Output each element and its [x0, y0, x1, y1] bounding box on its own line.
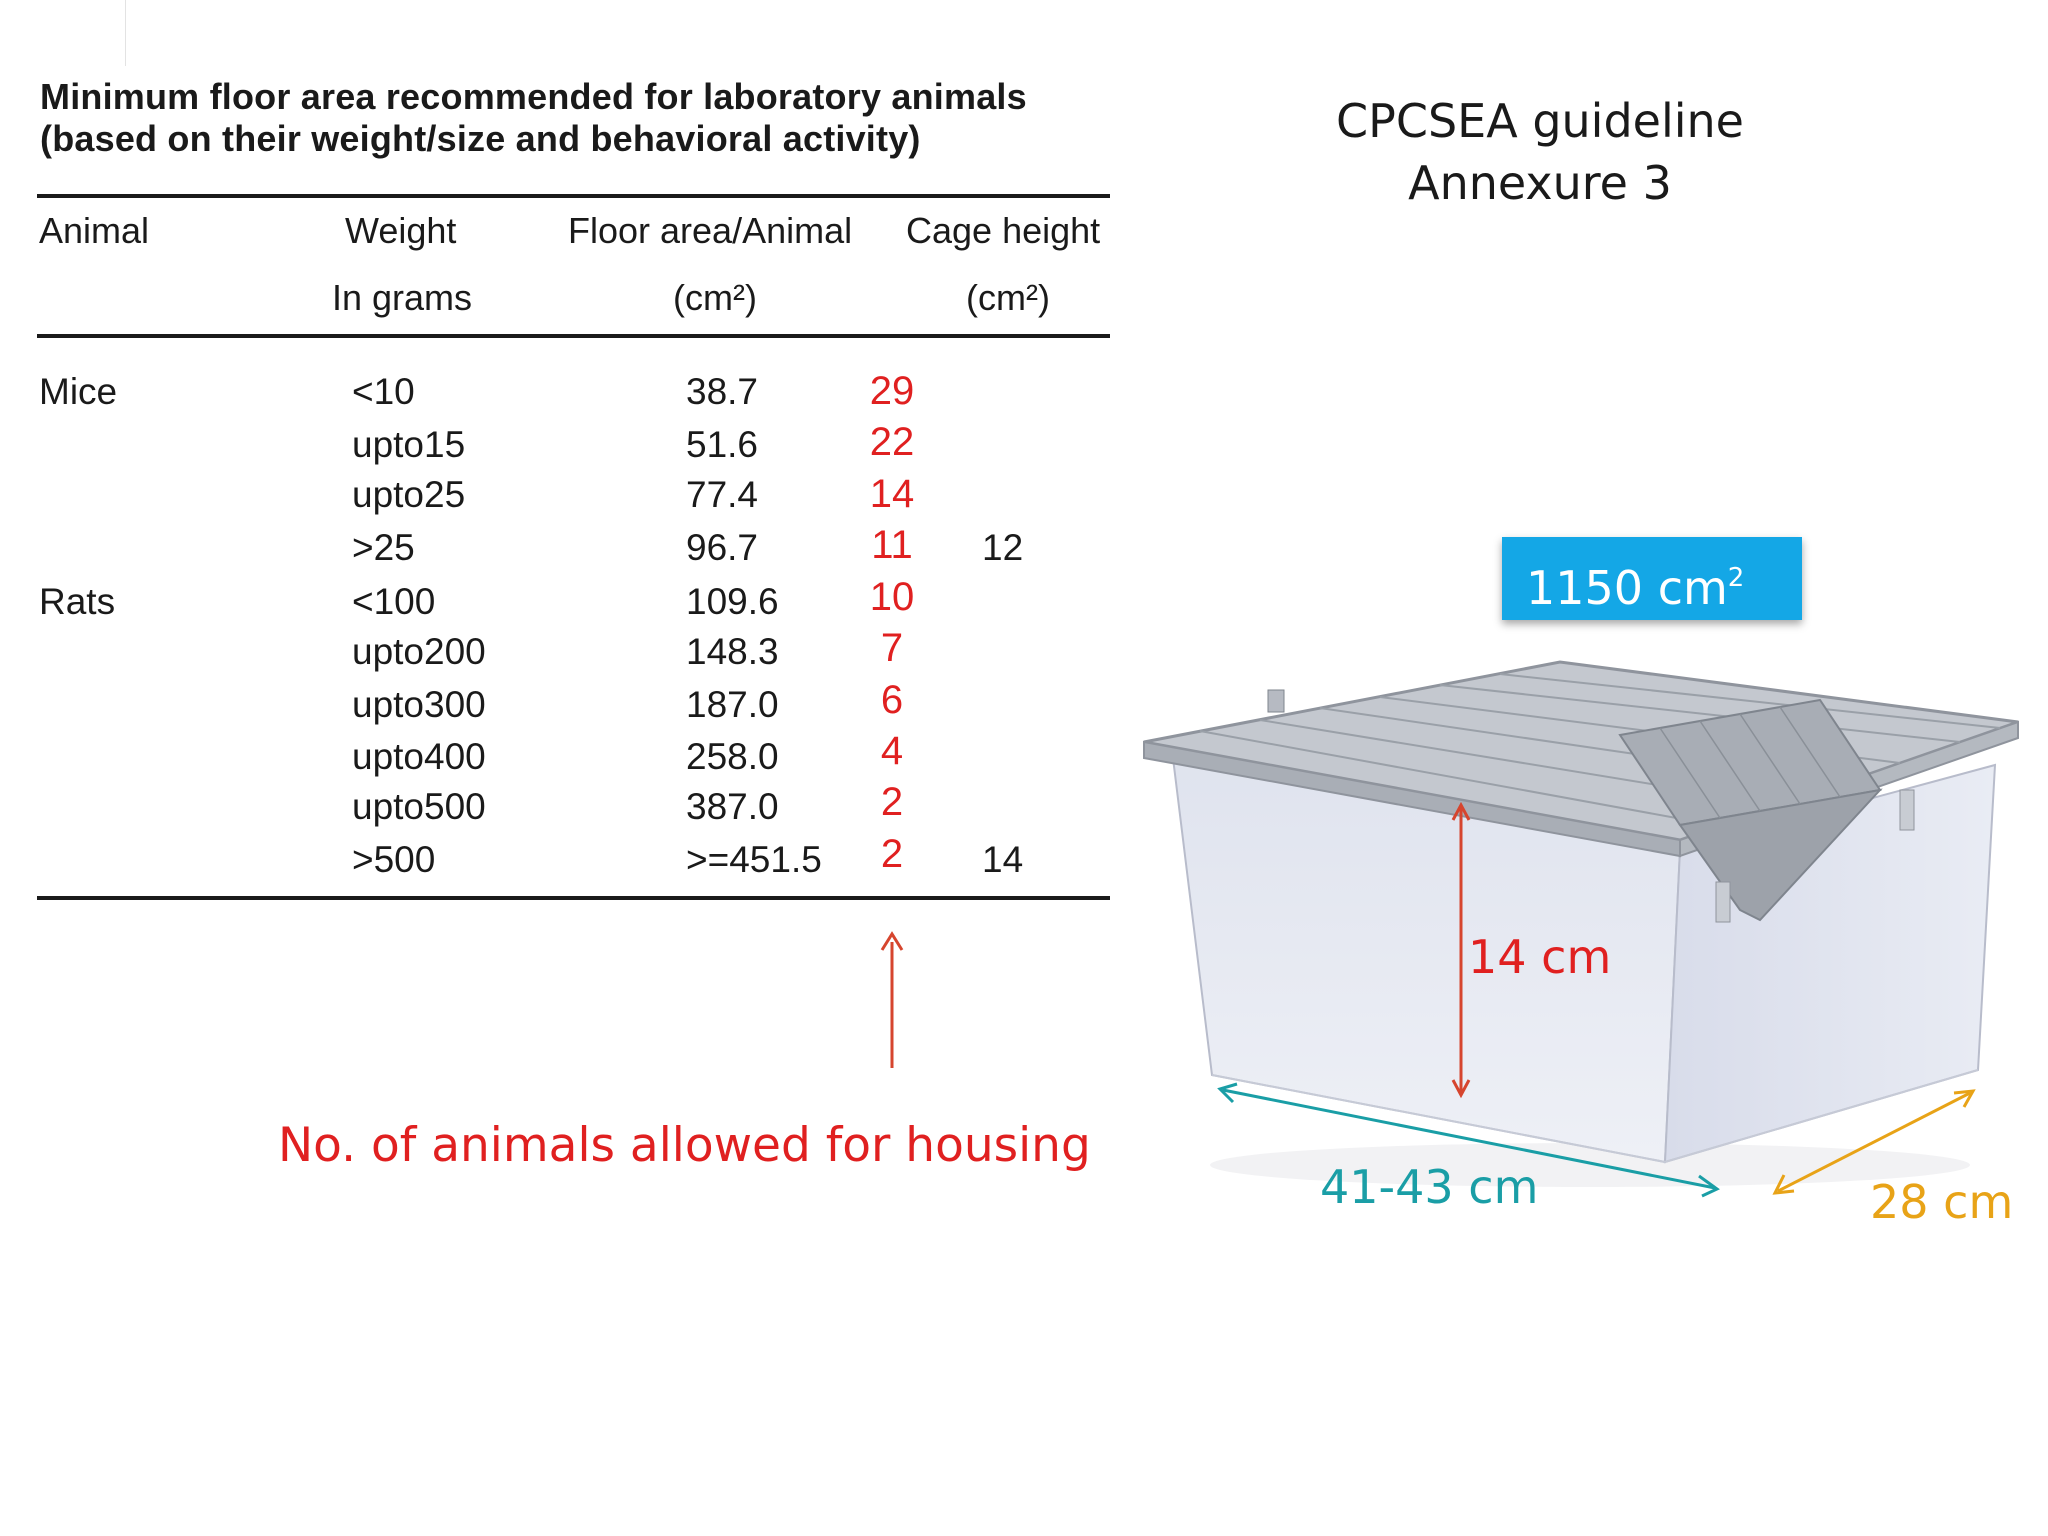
weight-cell: >500 — [352, 839, 436, 880]
width-arrow-icon — [1772, 1089, 1976, 1195]
animal-count-cell: 10 — [869, 575, 915, 619]
floor-area-cell: 187.0 — [686, 684, 779, 725]
rodent-cage-image — [1143, 660, 2019, 1187]
animal-cell: Mice — [39, 371, 118, 412]
animal-count-cell: 4 — [880, 729, 904, 773]
weight-cell: >25 — [352, 527, 415, 568]
weight-cell: upto500 — [352, 786, 486, 827]
guideline-line-2: Annexure 3 — [1408, 156, 1672, 210]
header-weight-unit: In grams — [332, 277, 473, 318]
header-weight: Weight — [345, 210, 457, 251]
up-arrow-icon — [880, 931, 904, 1068]
animal-count-cell: 29 — [869, 369, 915, 413]
header-cage-height: Cage height — [906, 210, 1101, 251]
top-divider — [125, 0, 126, 66]
height-dimension-label: 14 cm — [1468, 930, 1612, 984]
floor-area-cell: 148.3 — [686, 631, 779, 672]
floor-area-cell: 258.0 — [686, 736, 779, 777]
header-cage-height-unit: (cm²) — [966, 277, 1050, 318]
guideline-line-1: CPCSEA guideline — [1336, 94, 1744, 148]
cage-height-cell: 14 — [982, 839, 1024, 880]
table-title: Minimum floor area recommended for labor… — [40, 76, 1160, 160]
animal-count-cell: 14 — [869, 472, 915, 516]
header-animal: Animal — [39, 210, 150, 251]
floor-area-cell: 51.6 — [686, 424, 759, 465]
header-floor-area-unit: (cm²) — [673, 277, 757, 318]
floor-area-cell: 77.4 — [686, 474, 759, 515]
cage-height-cell: 12 — [982, 527, 1024, 568]
animal-count-cell: 7 — [880, 626, 904, 670]
weight-cell: upto200 — [352, 631, 486, 672]
floor-area-cell: 38.7 — [686, 371, 759, 412]
length-arrow-icon — [1217, 1082, 1720, 1198]
animal-cell: Rats — [39, 581, 116, 622]
table-header-rule — [37, 334, 1110, 338]
table-title-line-1: Minimum floor area recommended for labor… — [40, 76, 1027, 117]
floor-area-cell: 96.7 — [686, 527, 759, 568]
animal-count-cell: 11 — [871, 523, 913, 567]
caption-animals-allowed: No. of animals allowed for housing — [278, 1118, 1091, 1173]
length-dimension-label: 41-43 cm — [1320, 1160, 1539, 1214]
floor-area-superscript: 2 — [1727, 563, 1745, 593]
floor-area-badge: 1150 cm2 — [1502, 537, 1802, 620]
height-arrow-icon — [1451, 801, 1471, 1099]
table-top-rule — [37, 194, 1110, 198]
weight-cell: upto300 — [352, 684, 486, 725]
weight-cell: upto400 — [352, 736, 486, 777]
guideline-heading: CPCSEA guideline Annexure 3 — [1280, 90, 1800, 214]
weight-cell: <10 — [352, 371, 415, 412]
animal-count-cell: 2 — [880, 832, 904, 876]
floor-area-value: 1150 cm — [1526, 561, 1728, 615]
header-floor-area: Floor area/Animal — [568, 210, 853, 251]
floor-area-cell: 387.0 — [686, 786, 779, 827]
weight-cell: <100 — [352, 581, 436, 622]
animal-count-cell: 2 — [880, 780, 904, 824]
weight-cell: upto15 — [352, 424, 466, 465]
animal-count-cell: 22 — [869, 420, 915, 464]
width-dimension-label: 28 cm — [1870, 1175, 2014, 1229]
table-title-line-2: (based on their weight/size and behavior… — [40, 118, 921, 159]
floor-area-cell: 109.6 — [686, 581, 779, 622]
weight-cell: upto25 — [352, 474, 466, 515]
table-bottom-rule — [37, 896, 1110, 900]
animal-count-cell: 6 — [880, 678, 904, 722]
floor-area-cell: >=451.5 — [686, 839, 822, 880]
